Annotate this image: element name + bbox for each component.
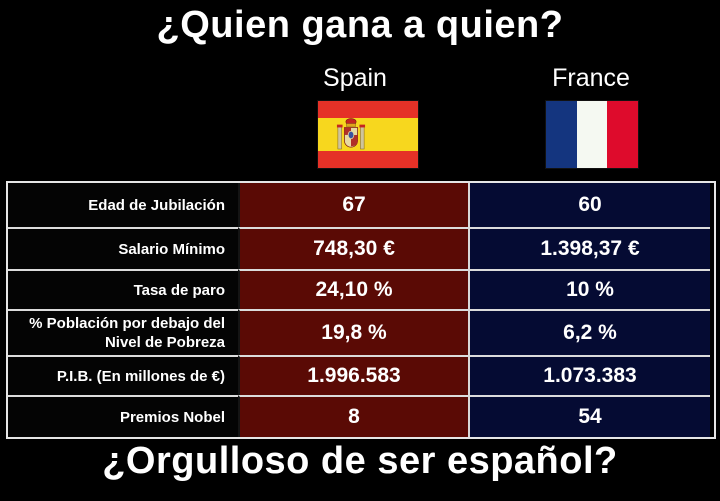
spain-value: 19,8 % (238, 309, 468, 355)
france-value: 60 (468, 183, 710, 227)
row-label: Salario Mínimo (8, 227, 238, 269)
row-label: Edad de Jubilación (8, 183, 238, 227)
row-label: % Población por debajo del Nivel de Pobr… (8, 309, 238, 355)
france-value: 54 (468, 395, 710, 437)
france-flag-blue-stripe (546, 101, 577, 168)
spain-value: 67 (238, 183, 468, 227)
spain-flag-middle-stripe (318, 117, 418, 152)
spain-flag-bottom-stripe (318, 151, 418, 168)
spain-value: 24,10 % (238, 269, 468, 309)
row-label: P.I.B. (En millones de €) (8, 355, 238, 395)
row-label: Premios Nobel (8, 395, 238, 437)
france-flag-red-stripe (607, 101, 639, 168)
spain-value: 1.996.583 (238, 355, 468, 395)
france-value: 10 % (468, 269, 710, 309)
comparison-table: Edad de Jubilación 67 60 Salario Mínimo … (6, 181, 716, 439)
spain-coat-of-arms-icon (336, 118, 366, 150)
france-value: 6,2 % (468, 309, 710, 355)
spain-flag-top-stripe (318, 101, 418, 118)
france-flag-icon (546, 101, 639, 168)
france-value: 1.073.383 (468, 355, 710, 395)
page-title: ¿Quien gana a quien? (156, 4, 564, 46)
row-label: Tasa de paro (8, 269, 238, 309)
column-header-france: France (552, 64, 630, 92)
france-value: 1.398,37 € (468, 227, 710, 269)
spain-flag-icon (318, 101, 418, 168)
france-flag-white-stripe (576, 101, 608, 168)
footer-question: ¿Orgulloso de ser español? (102, 440, 618, 482)
spain-value: 748,30 € (238, 227, 468, 269)
spain-value: 8 (238, 395, 468, 437)
column-header-spain: Spain (323, 64, 387, 92)
